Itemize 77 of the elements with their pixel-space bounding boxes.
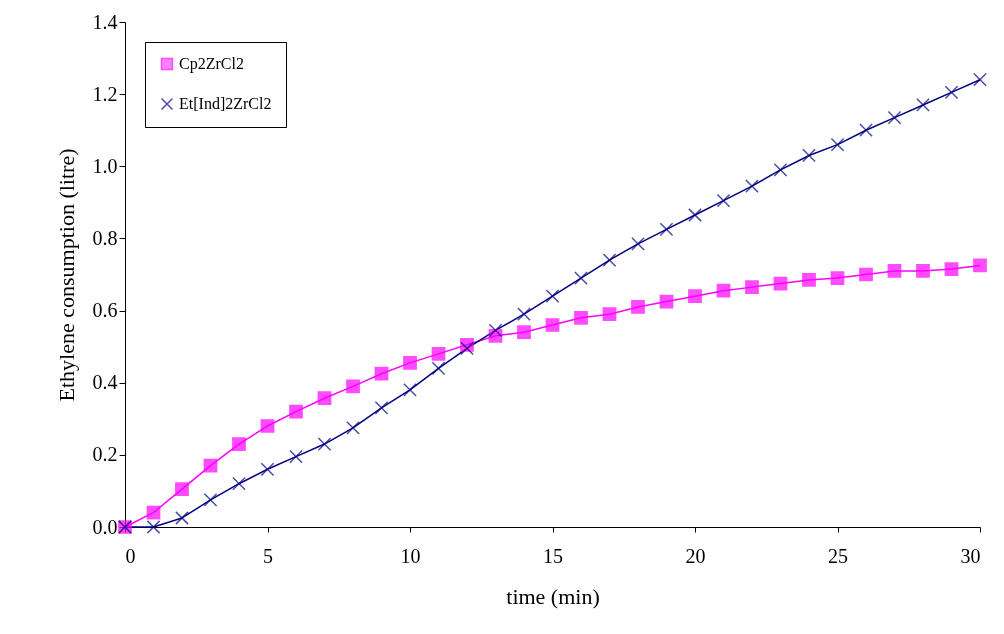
point [688, 208, 702, 222]
point [802, 273, 816, 287]
point [545, 318, 560, 332]
point [973, 72, 987, 87]
point [859, 123, 873, 138]
point [203, 458, 218, 473]
point [203, 493, 218, 507]
point [374, 366, 389, 381]
point [716, 193, 731, 208]
x-tick-label: 10 [400, 544, 421, 567]
point [716, 283, 731, 298]
point [688, 289, 702, 304]
point [574, 271, 588, 285]
y-tick-label: 1.0 [92, 154, 118, 177]
point [260, 462, 275, 477]
point [916, 264, 930, 278]
point [602, 253, 617, 267]
point [659, 294, 674, 309]
point [944, 262, 959, 276]
point [859, 267, 873, 282]
point [232, 437, 246, 451]
point [631, 236, 645, 251]
y-tick-label: 0.2 [92, 443, 118, 466]
point [460, 341, 474, 356]
point [830, 271, 845, 285]
x-tick-label: 5 [263, 544, 273, 567]
legend-label: Et[Ind]2ZrCl2 [179, 95, 272, 112]
y-tick-label: 1.2 [92, 82, 118, 105]
point [973, 258, 987, 273]
point [146, 505, 161, 520]
y-tick-label: 0.0 [92, 515, 118, 538]
x-tick-label: 25 [828, 544, 848, 567]
point [745, 280, 759, 294]
point [773, 163, 788, 177]
point [403, 356, 417, 370]
point [517, 325, 531, 340]
point [802, 148, 816, 163]
x-tick-label: 30 [960, 544, 981, 567]
point [289, 404, 303, 419]
y-tick-label: 1.4 [92, 10, 118, 33]
x-tick-label: 20 [685, 544, 706, 567]
point [887, 264, 902, 278]
point [574, 310, 588, 325]
point [146, 520, 161, 534]
y-tick-label: 0.4 [92, 371, 118, 394]
x-tick-label: 0 [125, 544, 136, 567]
point [745, 179, 759, 193]
point [431, 346, 446, 361]
point [374, 401, 389, 415]
legend-label: Cp2ZrCl2 [179, 55, 244, 73]
point [346, 420, 360, 435]
y-tick-label: 0.8 [92, 226, 118, 249]
y-tick-label: 0.6 [92, 299, 118, 322]
point [488, 323, 503, 338]
point [545, 289, 560, 304]
point [602, 307, 617, 322]
x-axis-title: time (min) [506, 583, 600, 609]
point [431, 361, 446, 376]
point [659, 222, 674, 237]
point [773, 276, 788, 291]
point [346, 379, 360, 394]
point [317, 391, 332, 406]
point [631, 300, 645, 314]
point [403, 383, 417, 397]
point [916, 98, 930, 112]
point [317, 437, 332, 451]
point [175, 482, 189, 496]
y-axis-title: Ethylene consumption (litre) [53, 148, 79, 402]
point [175, 511, 189, 525]
point [944, 85, 959, 100]
point [830, 137, 845, 152]
point [260, 419, 275, 433]
point [887, 110, 902, 125]
point [289, 449, 303, 464]
point [517, 307, 531, 322]
point [232, 476, 246, 491]
x-tick-label: 15 [543, 544, 563, 567]
